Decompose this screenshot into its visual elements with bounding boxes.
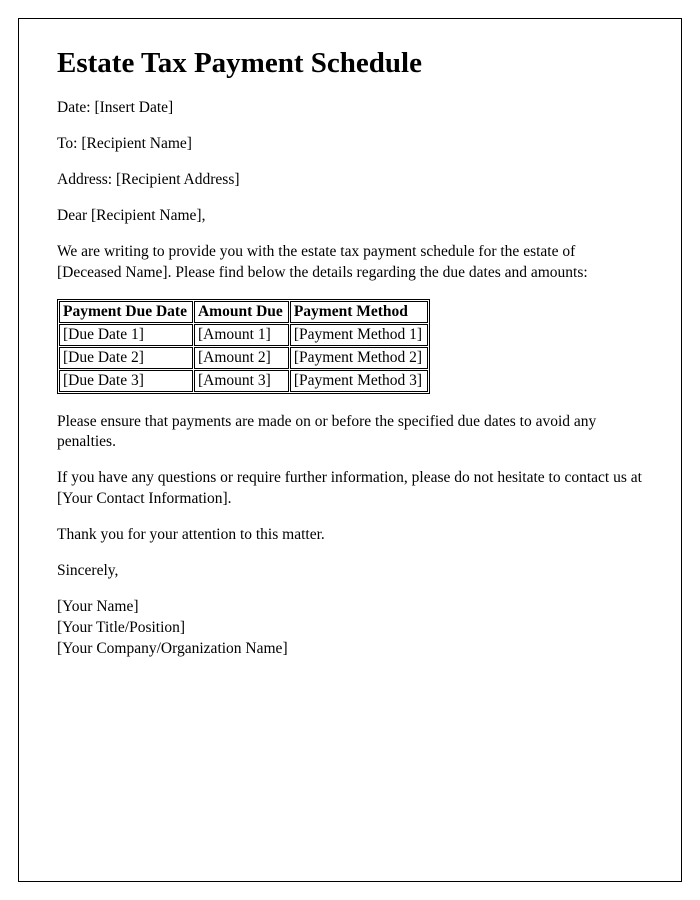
address-line: Address: [Recipient Address] — [57, 170, 643, 191]
signature-org: [Your Company/Organization Name] — [57, 639, 643, 660]
date-line: Date: [Insert Date] — [57, 98, 643, 119]
cell-method: [Payment Method 1] — [290, 324, 428, 346]
date-label: Date: — [57, 99, 94, 116]
table-row: [Due Date 2] [Amount 2] [Payment Method … — [59, 347, 428, 369]
cell-due-date: [Due Date 1] — [59, 324, 193, 346]
penalty-paragraph: Please ensure that payments are made on … — [57, 412, 643, 454]
table-header-row: Payment Due Date Amount Due Payment Meth… — [59, 301, 428, 323]
signature-title: [Your Title/Position] — [57, 618, 643, 639]
cell-method: [Payment Method 3] — [290, 370, 428, 392]
contact-paragraph: If you have any questions or require fur… — [57, 468, 643, 510]
col-due-date: Payment Due Date — [59, 301, 193, 323]
cell-amount: [Amount 2] — [194, 347, 289, 369]
to-value: [Recipient Name] — [81, 135, 192, 152]
cell-amount: [Amount 3] — [194, 370, 289, 392]
col-method: Payment Method — [290, 301, 428, 323]
signoff: Sincerely, — [57, 561, 643, 582]
page-title: Estate Tax Payment Schedule — [57, 47, 643, 80]
address-value: [Recipient Address] — [116, 171, 240, 188]
cell-due-date: [Due Date 3] — [59, 370, 193, 392]
table-row: [Due Date 1] [Amount 1] [Payment Method … — [59, 324, 428, 346]
document-page: Estate Tax Payment Schedule Date: [Inser… — [18, 18, 682, 882]
table-row: [Due Date 3] [Amount 3] [Payment Method … — [59, 370, 428, 392]
salutation: Dear [Recipient Name], — [57, 206, 643, 227]
address-label: Address: — [57, 171, 116, 188]
cell-amount: [Amount 1] — [194, 324, 289, 346]
payment-schedule-table: Payment Due Date Amount Due Payment Meth… — [57, 299, 430, 394]
signature-block: [Your Name] [Your Title/Position] [Your … — [57, 597, 643, 660]
cell-method: [Payment Method 2] — [290, 347, 428, 369]
thanks-paragraph: Thank you for your attention to this mat… — [57, 525, 643, 546]
intro-paragraph: We are writing to provide you with the e… — [57, 242, 643, 284]
to-line: To: [Recipient Name] — [57, 134, 643, 155]
date-value: [Insert Date] — [94, 99, 173, 116]
signature-name: [Your Name] — [57, 597, 643, 618]
to-label: To: — [57, 135, 81, 152]
col-amount: Amount Due — [194, 301, 289, 323]
cell-due-date: [Due Date 2] — [59, 347, 193, 369]
